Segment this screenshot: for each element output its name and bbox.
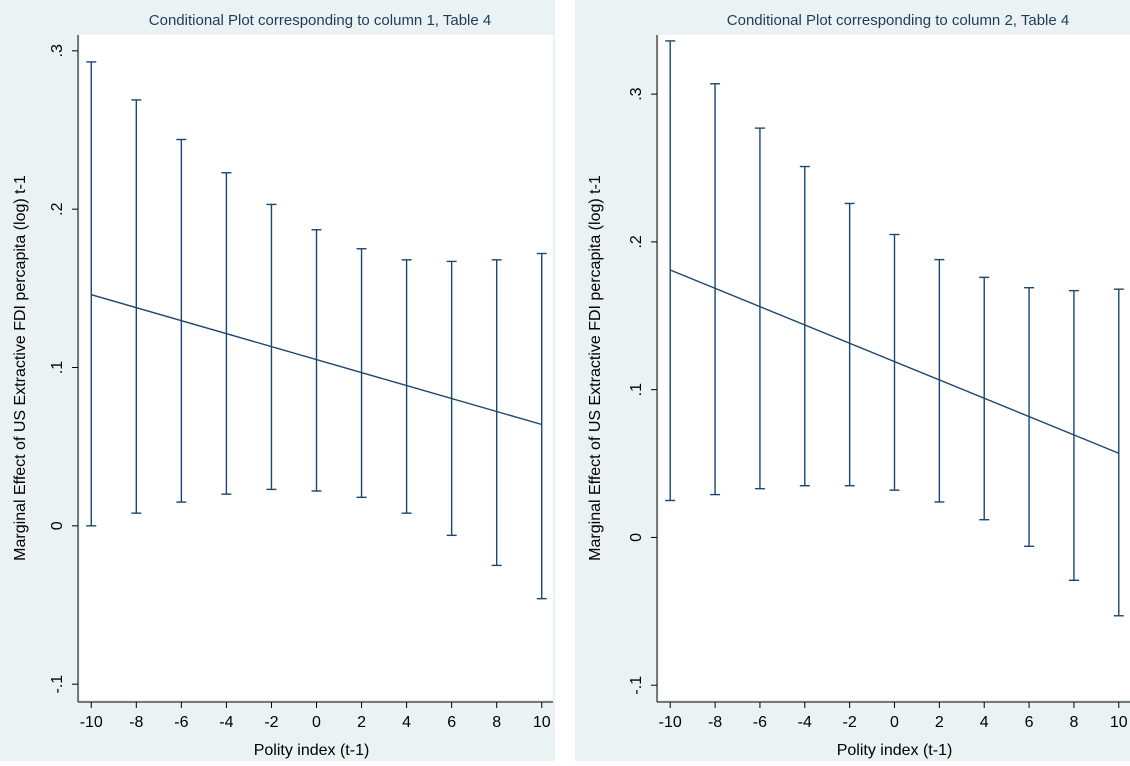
x-tick-label: 4 <box>402 714 411 731</box>
chart-panel-2: Conditional Plot corresponding to column… <box>575 0 1130 761</box>
x-tick-label: 2 <box>935 714 944 731</box>
x-axis-label: Polity index (t-1) <box>254 742 370 759</box>
x-tick-label: -6 <box>174 714 188 731</box>
x-tick-label: 0 <box>890 714 899 731</box>
y-tick-label: .3 <box>49 44 66 57</box>
x-tick-label: 6 <box>447 714 456 731</box>
x-tick-label: 8 <box>1069 714 1078 731</box>
y-tick-label: .1 <box>628 383 645 396</box>
y-tick-label: 0 <box>628 533 645 542</box>
x-tick-label: -2 <box>843 714 857 731</box>
y-axis-label: Marginal Effect of US Extractive FDI per… <box>587 175 604 561</box>
x-tick-label: -6 <box>753 714 767 731</box>
x-tick-label: -2 <box>264 714 278 731</box>
x-tick-label: -10 <box>659 714 682 731</box>
x-tick-label: 2 <box>357 714 366 731</box>
x-tick-label: -8 <box>708 714 722 731</box>
y-tick-label: .2 <box>628 235 645 248</box>
x-tick-label: 0 <box>312 714 321 731</box>
x-tick-label: 4 <box>980 714 989 731</box>
marginal-effect-line <box>669 269 1120 454</box>
chart-panel-1: Conditional Plot corresponding to column… <box>0 0 555 761</box>
y-tick-label: 0 <box>49 521 66 530</box>
y-axis-label: Marginal Effect of US Extractive FDI per… <box>12 175 29 561</box>
y-tick-label: .2 <box>49 202 66 215</box>
x-tick-label: -10 <box>80 714 103 731</box>
chart-title: Conditional Plot corresponding to column… <box>727 12 1069 29</box>
x-axis-label: Polity index (t-1) <box>837 742 953 759</box>
x-tick-label: 10 <box>1110 714 1128 731</box>
y-tick-label: -.1 <box>628 676 645 695</box>
x-tick-label: -8 <box>129 714 143 731</box>
chart-title: Conditional Plot corresponding to column… <box>149 12 491 29</box>
y-tick-label: .3 <box>628 87 645 100</box>
x-tick-label: -4 <box>798 714 812 731</box>
x-tick-label: 6 <box>1025 714 1034 731</box>
y-tick-label: -.1 <box>49 675 66 694</box>
marginal-effect-line <box>91 293 542 426</box>
x-tick-label: 10 <box>533 714 551 731</box>
x-tick-label: 8 <box>492 714 501 731</box>
y-tick-label: .1 <box>49 361 66 374</box>
x-tick-label: -4 <box>219 714 233 731</box>
